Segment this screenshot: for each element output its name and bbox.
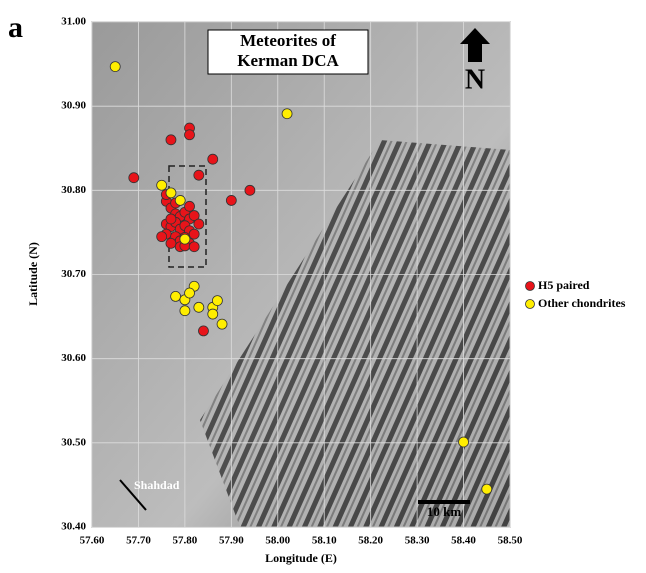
point — [245, 185, 255, 195]
x-tick-label: 58.40 — [451, 535, 476, 547]
y-tick-label: 30.80 — [61, 184, 86, 196]
y-tick-label: 31.00 — [61, 16, 86, 28]
point — [166, 214, 176, 224]
town-label: Shahdad — [134, 478, 180, 492]
x-tick-label: 58.20 — [358, 535, 383, 547]
point — [208, 154, 218, 164]
y-tick-label: 30.40 — [61, 521, 86, 533]
x-tick-label: 58.30 — [405, 535, 430, 547]
y-tick-label: 30.60 — [61, 352, 86, 364]
point — [180, 306, 190, 316]
north-label: N — [465, 64, 485, 95]
point — [129, 173, 139, 183]
chart-title: Kerman DCA — [237, 51, 339, 70]
x-tick-label: 58.00 — [265, 535, 290, 547]
y-tick-label: 30.50 — [61, 436, 86, 448]
legend-marker — [526, 282, 535, 291]
point — [189, 242, 199, 252]
chart-title: Meteorites of — [240, 31, 336, 50]
point — [185, 201, 195, 211]
point — [208, 309, 218, 319]
point — [194, 170, 204, 180]
point — [198, 326, 208, 336]
x-tick-label: 58.50 — [498, 535, 523, 547]
point — [212, 296, 222, 306]
y-tick-label: 30.90 — [61, 100, 86, 112]
legend-label: Other chondrites — [538, 296, 626, 310]
y-axis-label: Latitude (N) — [26, 242, 40, 306]
point — [166, 188, 176, 198]
point — [194, 302, 204, 312]
legend-marker — [526, 300, 535, 309]
point — [166, 238, 176, 248]
point — [194, 219, 204, 229]
x-tick-label: 57.90 — [219, 535, 244, 547]
point — [157, 232, 167, 242]
point — [226, 195, 236, 205]
point — [189, 229, 199, 239]
legend-label: H5 paired — [538, 278, 590, 292]
point — [282, 109, 292, 119]
point — [180, 234, 190, 244]
panel-label: a — [8, 11, 23, 44]
x-axis-label: Longitude (E) — [265, 551, 337, 565]
x-tick-label: 57.60 — [80, 535, 105, 547]
scale-label: 10 km — [427, 504, 461, 519]
point — [171, 291, 181, 301]
point — [217, 319, 227, 329]
x-tick-label: 57.80 — [173, 535, 198, 547]
y-tick-label: 30.70 — [61, 268, 86, 280]
point — [166, 135, 176, 145]
point — [459, 437, 469, 447]
x-tick-label: 57.70 — [126, 535, 151, 547]
point — [110, 62, 120, 72]
chart: a Meteorites of Kerman DCA N Shahdad 10 … — [0, 0, 646, 568]
point — [482, 484, 492, 494]
point — [185, 130, 195, 140]
x-tick-label: 58.10 — [312, 535, 337, 547]
point — [185, 288, 195, 298]
point — [175, 195, 185, 205]
point — [157, 180, 167, 190]
